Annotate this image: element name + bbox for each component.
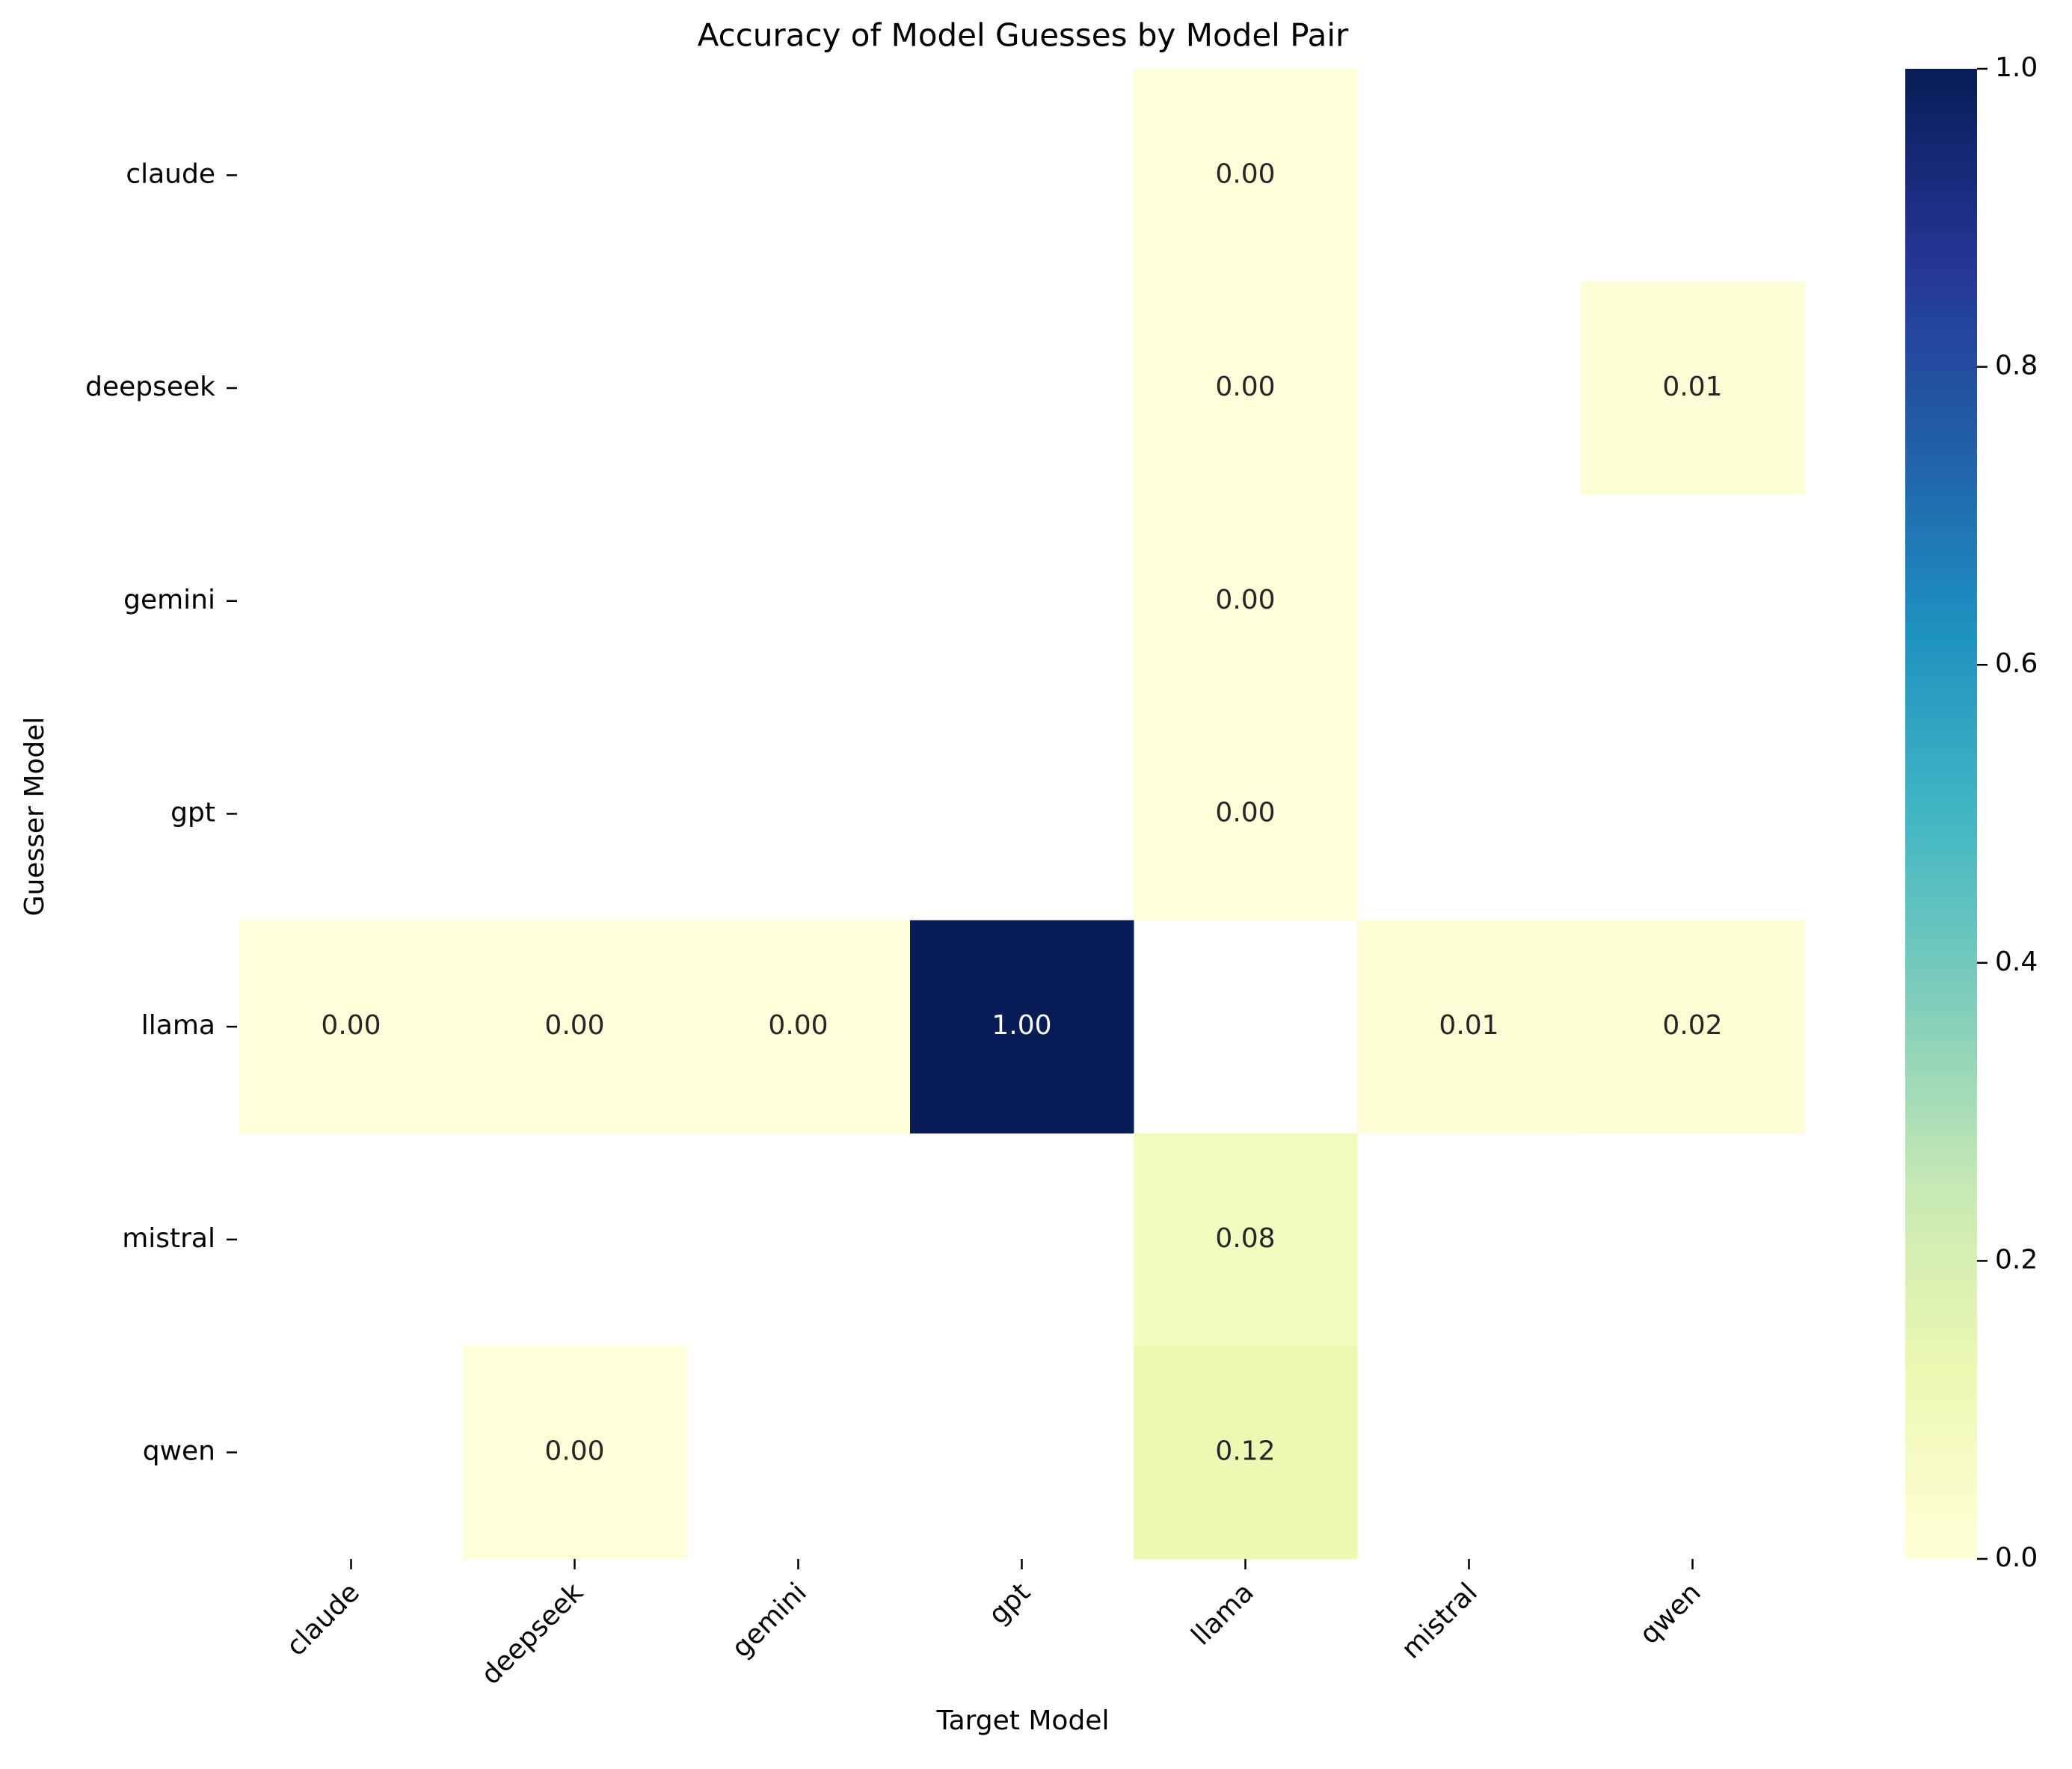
colorbar-ticks: 0.0 0.2 0.4 0.6 0.8 1.0 [1977, 52, 2038, 1573]
heatmap-cell-llama-gemini [686, 920, 911, 1133]
y-tick-label-qwen: qwen [143, 1436, 215, 1467]
heatmap-cells [239, 69, 1805, 1560]
heatmap-cell-gpt-llama [1134, 707, 1358, 921]
colorbar-tick-label: 1.0 [1995, 52, 2038, 83]
cell-value-label: 0.00 [544, 1436, 604, 1467]
colorbar-tick-label: 0.2 [1995, 1244, 2038, 1275]
y-tick-label-llama: llama [141, 1010, 215, 1041]
cell-value-label: 0.00 [1215, 797, 1275, 828]
x-axis-label: Target Model [936, 1705, 1110, 1736]
y-tick-label-mistral: mistral [122, 1223, 215, 1254]
cell-value-label: 0.00 [1215, 585, 1275, 615]
y-tick-label-deepseek: deepseek [85, 372, 215, 402]
heatmap-cell-llama-claude [239, 920, 464, 1133]
heatmap-cell-gemini-llama [1134, 494, 1358, 708]
x-tick-label-gpt: gpt [983, 1577, 1036, 1630]
heatmap-cell-llama-qwen [1581, 920, 1805, 1133]
x-tick-label-qwen: qwen [1634, 1577, 1707, 1650]
cell-value-label: 0.00 [544, 1010, 604, 1041]
cell-value-label: 0.00 [1215, 372, 1275, 402]
heatmap-cell-deepseek-qwen [1581, 281, 1805, 495]
x-tick-label-llama: llama [1186, 1577, 1260, 1651]
cell-value-label: 0.02 [1662, 1010, 1722, 1041]
cell-value-label: 1.00 [992, 1010, 1051, 1041]
heatmap-cell-qwen-deepseek [463, 1346, 687, 1560]
heatmap-cell-labels: 0.00 0.00 0.01 0.00 0.00 0.00 0.00 0.00 1.00 0.01… [321, 159, 1722, 1466]
heatmap-cell-claude-llama [1134, 69, 1358, 283]
heatmap-cell-qwen-llama [1134, 1346, 1358, 1560]
heatmap-cell-llama-mistral [1357, 920, 1581, 1133]
colorbar-tick-label: 0.0 [1995, 1542, 2038, 1573]
cell-value-label: 0.01 [1439, 1010, 1498, 1041]
x-tick-label-claude: claude [280, 1577, 366, 1662]
y-axis-label: Guesser Model [19, 717, 50, 917]
x-tick-label-gemini: gemini [726, 1577, 813, 1664]
x-tick-label-mistral: mistral [1396, 1577, 1484, 1664]
x-tick-label-deepseek: deepseek [476, 1577, 589, 1690]
x-axis: claude deepseek gemini gpt llama mistral qwen [280, 1559, 1707, 1690]
colorbar: 0.0 0.2 0.4 0.6 0.8 1.0 [1905, 52, 2038, 1573]
heatmap-cell-llama-gpt [910, 920, 1134, 1133]
heatmap-cell-mistral-llama [1134, 1133, 1358, 1347]
y-axis: claude deepseek gemini gpt llama mistral qwen [85, 159, 237, 1467]
cell-value-label: 0.08 [1215, 1223, 1275, 1254]
colorbar-tick-label: 0.8 [1995, 351, 2038, 381]
colorbar-gradient [1905, 69, 1977, 1559]
y-tick-label-gemini: gemini [123, 585, 215, 615]
y-tick-label-claude: claude [126, 159, 215, 189]
cell-value-label: 0.01 [1662, 372, 1722, 402]
cell-value-label: 0.00 [1215, 159, 1275, 189]
heatmap-cell-llama-deepseek [463, 920, 687, 1133]
colorbar-tick-label: 0.4 [1995, 947, 2038, 977]
cell-value-label: 0.00 [321, 1010, 381, 1041]
chart-title: Accuracy of Model Guesses by Model Pair [698, 17, 1349, 54]
colorbar-tick-label: 0.6 [1995, 648, 2038, 679]
cell-value-label: 0.12 [1215, 1436, 1275, 1467]
y-tick-label-gpt: gpt [170, 797, 215, 828]
heatmap-cell-deepseek-llama [1134, 281, 1358, 495]
cell-value-label: 0.00 [768, 1010, 828, 1041]
